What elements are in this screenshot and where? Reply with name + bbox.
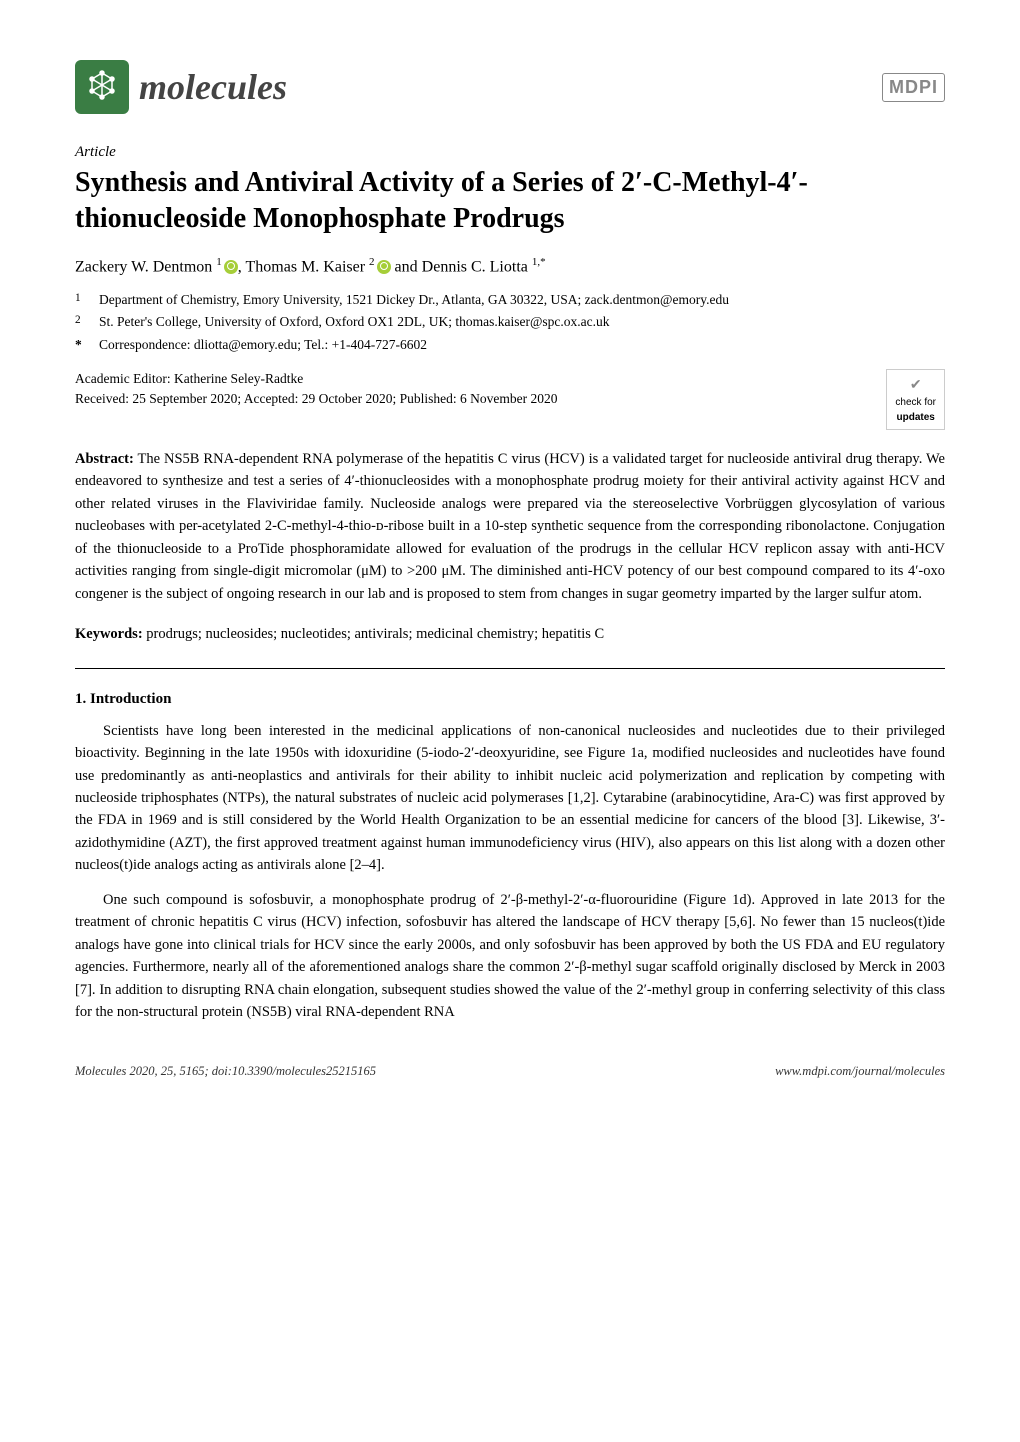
section-heading: 1. Introduction bbox=[75, 691, 945, 708]
author-name: Dennis C. Liotta bbox=[422, 258, 528, 275]
journal-name: molecules bbox=[139, 66, 287, 108]
affiliation-text: St. Peter's College, University of Oxfor… bbox=[99, 312, 610, 332]
author-name: Zackery W. Dentmon bbox=[75, 258, 212, 275]
abstract-text: The NS5B RNA-dependent RNA polymerase of… bbox=[75, 451, 945, 602]
author-sup: 2 bbox=[369, 256, 375, 268]
abstract-label: Abstract: bbox=[75, 451, 134, 467]
body-paragraph: Scientists have long been interested in … bbox=[75, 720, 945, 877]
affiliation-row: 2 St. Peter's College, University of Oxf… bbox=[75, 312, 945, 332]
updates-line2: updates bbox=[897, 410, 935, 425]
author-sup: 1,* bbox=[532, 256, 546, 268]
page-header: molecules MDPI bbox=[75, 60, 945, 114]
journal-logo-icon bbox=[75, 60, 129, 114]
editor-dates-block: Academic Editor: Katherine Seley-Radtke … bbox=[75, 369, 945, 430]
author-sup: 1 bbox=[216, 256, 222, 268]
footer-right: www.mdpi.com/journal/molecules bbox=[775, 1064, 945, 1079]
affiliation-text: Department of Chemistry, Emory Universit… bbox=[99, 290, 729, 310]
check-icon: ✔ bbox=[910, 374, 922, 395]
affiliation-num: 2 bbox=[75, 312, 89, 332]
article-type: Article bbox=[75, 144, 945, 161]
orcid-icon bbox=[224, 260, 238, 274]
footer-left: Molecules 2020, 25, 5165; doi:10.3390/mo… bbox=[75, 1064, 376, 1079]
author-name: Thomas M. Kaiser bbox=[246, 258, 366, 275]
section-divider bbox=[75, 668, 945, 669]
keywords: Keywords: prodrugs; nucleosides; nucleot… bbox=[75, 623, 945, 645]
publication-dates: Received: 25 September 2020; Accepted: 2… bbox=[75, 389, 558, 409]
affiliation-text: Correspondence: dliotta@emory.edu; Tel.:… bbox=[99, 335, 427, 355]
affiliation-row: * Correspondence: dliotta@emory.edu; Tel… bbox=[75, 335, 945, 355]
affiliation-num: 1 bbox=[75, 290, 89, 310]
keywords-label: Keywords: bbox=[75, 626, 143, 642]
body-paragraph: One such compound is sofosbuvir, a monop… bbox=[75, 889, 945, 1024]
editor-dates-text: Academic Editor: Katherine Seley-Radtke … bbox=[75, 369, 558, 410]
academic-editor: Academic Editor: Katherine Seley-Radtke bbox=[75, 369, 558, 389]
affiliation-num: * bbox=[75, 335, 89, 355]
affiliations: 1 Department of Chemistry, Emory Univers… bbox=[75, 290, 945, 355]
orcid-icon bbox=[377, 260, 391, 274]
check-updates-badge[interactable]: ✔ check for updates bbox=[886, 369, 945, 430]
publisher-logo: MDPI bbox=[882, 73, 945, 102]
updates-line1: check for bbox=[895, 395, 936, 410]
keywords-text: prodrugs; nucleosides; nucleotides; anti… bbox=[146, 626, 604, 642]
affiliation-row: 1 Department of Chemistry, Emory Univers… bbox=[75, 290, 945, 310]
article-title: Synthesis and Antiviral Activity of a Se… bbox=[75, 165, 945, 238]
page-footer: Molecules 2020, 25, 5165; doi:10.3390/mo… bbox=[75, 1064, 945, 1079]
abstract: Abstract: The NS5B RNA-dependent RNA pol… bbox=[75, 448, 945, 605]
journal-logo-block: molecules bbox=[75, 60, 287, 114]
authors-line: Zackery W. Dentmon 1, Thomas M. Kaiser 2… bbox=[75, 256, 945, 276]
